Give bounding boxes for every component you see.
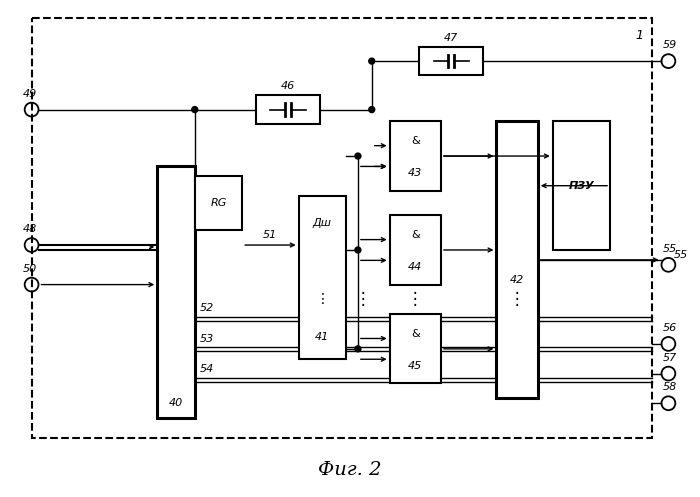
Circle shape xyxy=(355,247,361,253)
Text: 49: 49 xyxy=(22,88,36,99)
Bar xyxy=(256,95,321,124)
Circle shape xyxy=(192,106,197,112)
Text: 48: 48 xyxy=(22,224,36,234)
Text: 57: 57 xyxy=(664,353,678,363)
Text: 44: 44 xyxy=(408,262,422,272)
Text: ⋮: ⋮ xyxy=(354,290,371,309)
Text: ⋮: ⋮ xyxy=(316,292,329,307)
Text: ⋮: ⋮ xyxy=(407,290,424,309)
Text: 50: 50 xyxy=(22,264,36,274)
Bar xyxy=(553,121,610,250)
Text: 55: 55 xyxy=(664,244,678,254)
Text: 53: 53 xyxy=(199,333,214,343)
Bar xyxy=(419,47,484,75)
Text: 45: 45 xyxy=(408,361,422,371)
Text: &: & xyxy=(411,136,419,146)
Bar xyxy=(390,121,441,191)
Circle shape xyxy=(369,58,375,64)
Text: 56: 56 xyxy=(664,323,678,333)
Text: 1: 1 xyxy=(636,29,644,42)
Text: Фиг. 2: Фиг. 2 xyxy=(318,461,382,479)
Bar xyxy=(32,17,652,438)
Circle shape xyxy=(355,346,361,352)
Text: 47: 47 xyxy=(444,33,458,43)
Text: 58: 58 xyxy=(664,382,678,392)
Text: &: & xyxy=(411,329,419,339)
Circle shape xyxy=(355,153,361,159)
Text: &: & xyxy=(411,230,419,240)
Text: 41: 41 xyxy=(315,332,330,342)
Circle shape xyxy=(369,106,375,112)
Bar xyxy=(158,166,195,418)
Bar xyxy=(195,176,242,230)
Text: 46: 46 xyxy=(281,81,295,91)
Text: Дш: Дш xyxy=(313,218,332,228)
Text: 52: 52 xyxy=(199,303,214,313)
Text: 43: 43 xyxy=(408,168,422,178)
Text: 59: 59 xyxy=(664,40,678,50)
Bar xyxy=(390,215,441,285)
Text: 51: 51 xyxy=(263,230,277,240)
Text: ⋮: ⋮ xyxy=(509,290,526,309)
Text: 42: 42 xyxy=(510,275,524,285)
Text: 40: 40 xyxy=(169,398,183,408)
Bar xyxy=(390,314,441,384)
Text: 54: 54 xyxy=(199,364,214,374)
Bar xyxy=(496,121,538,398)
Text: RG: RG xyxy=(210,198,227,208)
Text: 55: 55 xyxy=(673,250,687,260)
Bar xyxy=(299,196,346,359)
Text: ПЗУ: ПЗУ xyxy=(568,181,594,191)
